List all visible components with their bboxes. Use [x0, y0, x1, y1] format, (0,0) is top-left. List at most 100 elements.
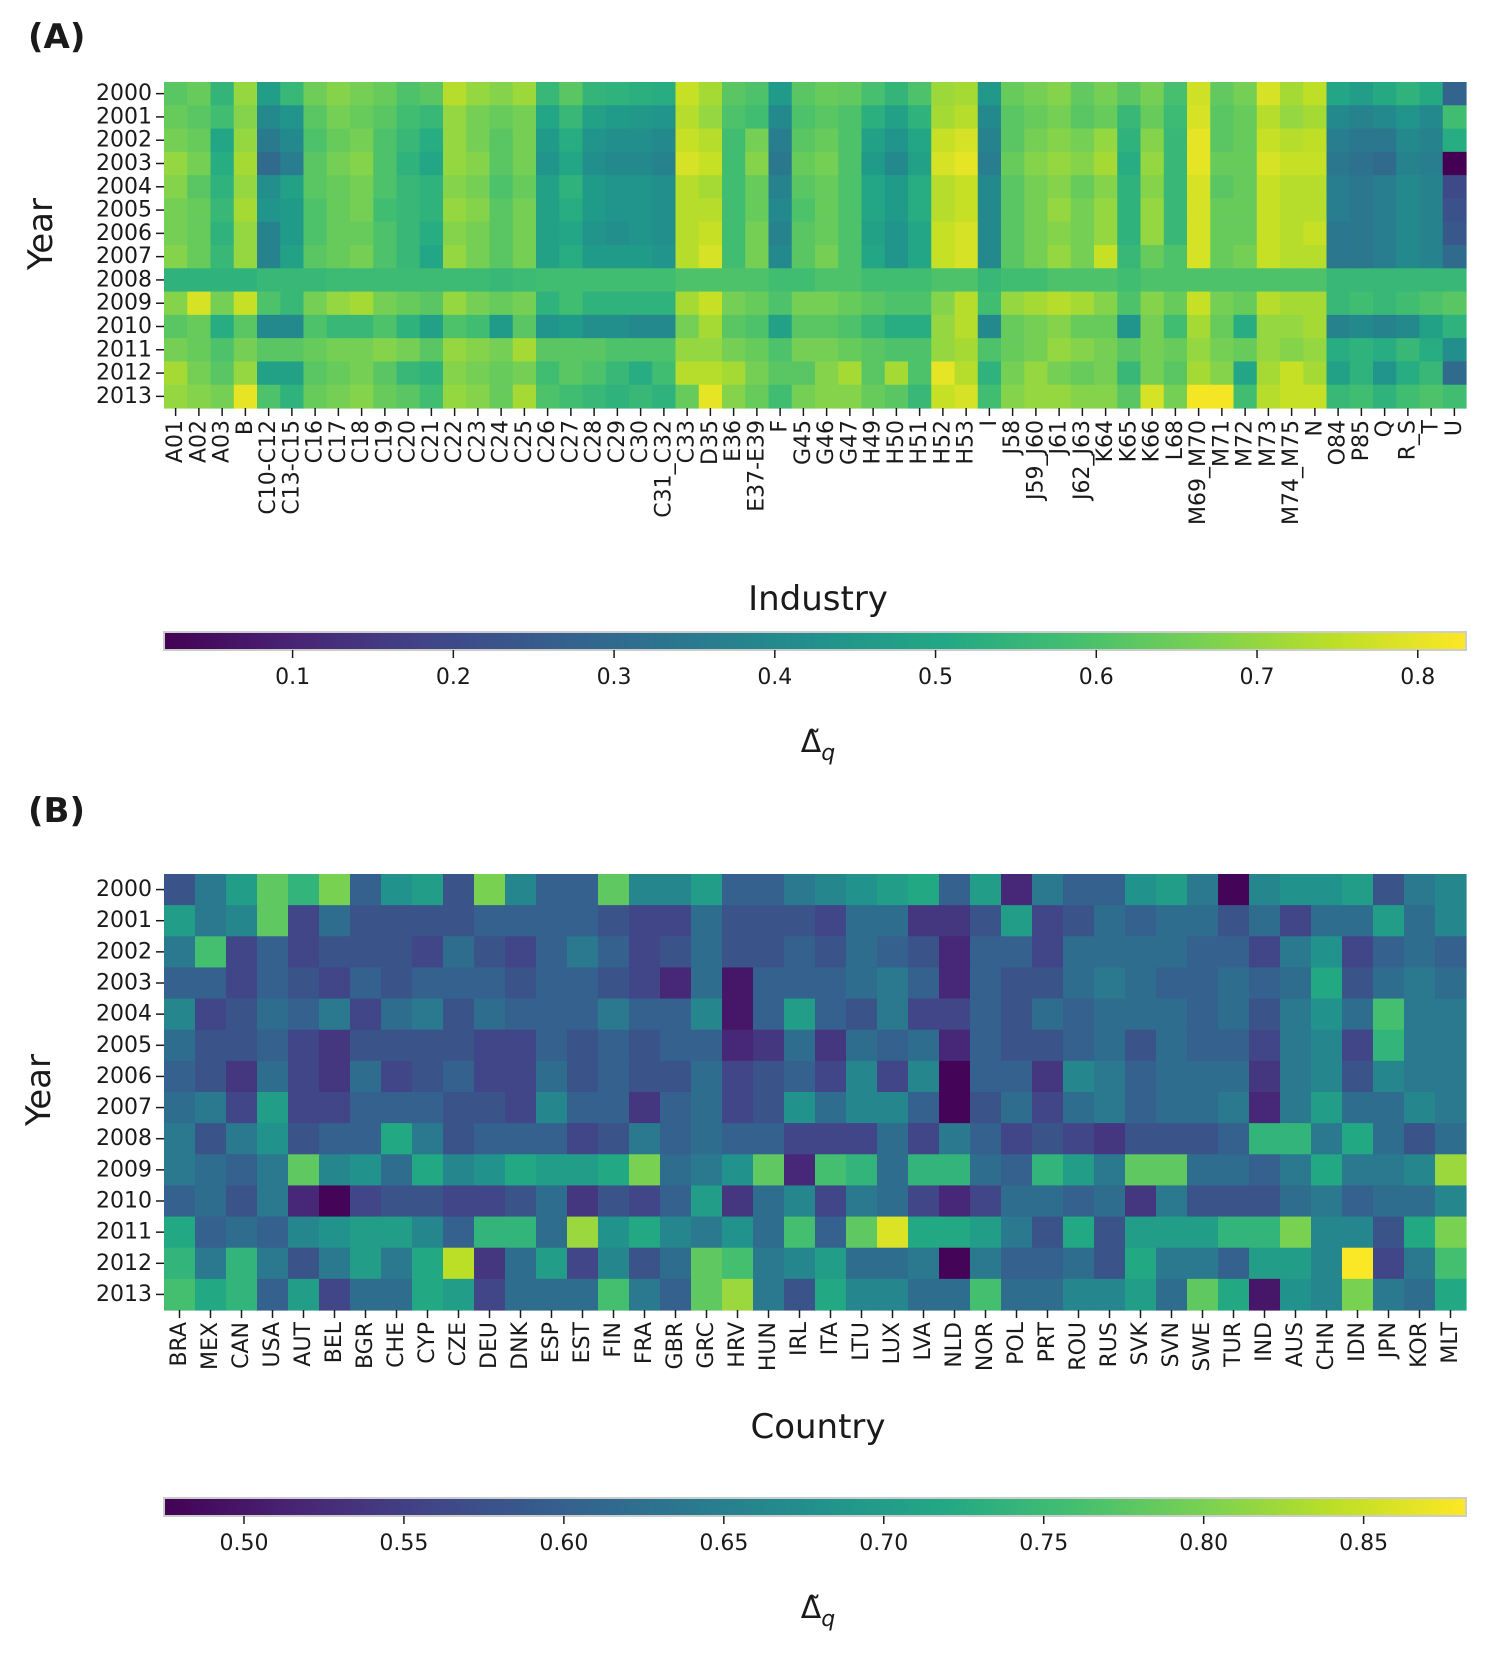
- column-tick-label: B: [233, 420, 258, 435]
- heatmap-cell: [567, 998, 599, 1031]
- heatmap-cell: [1001, 361, 1025, 386]
- heatmap-cell: [1187, 1216, 1219, 1249]
- heatmap-cell: [489, 105, 514, 130]
- heatmap-cell: [675, 128, 700, 153]
- heatmap-cell: [373, 151, 398, 176]
- heatmap-cell: [1404, 1123, 1436, 1155]
- heatmap-cell: [1001, 128, 1025, 153]
- heatmap-cell: [474, 1185, 506, 1218]
- heatmap-cell: [698, 338, 723, 363]
- heatmap-cell: [908, 128, 932, 153]
- heatmap-cell: [691, 1029, 723, 1062]
- heatmap-cell: [815, 175, 839, 200]
- heatmap-cell: [257, 82, 281, 106]
- heatmap-cell: [1233, 175, 1258, 200]
- heatmap-cell: [815, 384, 839, 409]
- heatmap-cell: [280, 268, 305, 293]
- heatmap-cell: [977, 361, 1002, 386]
- column-tick-label: MEX: [198, 1322, 223, 1370]
- heatmap-cell: [745, 268, 770, 293]
- heatmap-cell: [512, 82, 537, 106]
- heatmap-cell: [567, 905, 599, 937]
- heatmap-cell: [931, 268, 956, 293]
- heatmap-cell: [605, 291, 630, 316]
- heatmap-cell: [846, 1123, 878, 1155]
- heatmap-cell: [536, 936, 568, 969]
- heatmap-cell: [1187, 998, 1219, 1031]
- heatmap-cell: [412, 874, 444, 906]
- heatmap-cell: [1218, 1123, 1250, 1155]
- heatmap-cell: [1326, 105, 1351, 130]
- heatmap-cell: [753, 998, 785, 1031]
- heatmap-cell: [1187, 1185, 1219, 1218]
- heatmap-cell: [1024, 82, 1049, 106]
- heatmap-cell: [1140, 361, 1165, 386]
- heatmap-cell: [536, 905, 568, 937]
- heatmap-cell: [443, 1092, 475, 1124]
- heatmap-cell: [443, 245, 467, 269]
- heatmap-cell: [815, 1060, 847, 1093]
- heatmap-cell: [1249, 1029, 1281, 1062]
- heatmap-cell: [1187, 361, 1211, 386]
- heatmap-cell: [443, 82, 467, 106]
- heatmap-cell: [164, 1185, 196, 1218]
- heatmap-cell: [884, 338, 909, 363]
- heatmap-cell: [1047, 221, 1072, 246]
- heatmap-cell: [1396, 384, 1421, 409]
- heatmap-cell: [288, 905, 320, 937]
- heatmap-cell: [722, 105, 746, 130]
- column-tick-label: P85: [1349, 420, 1374, 461]
- heatmap-cell: [1047, 268, 1072, 293]
- heatmap-cell: [350, 105, 374, 130]
- heatmap-cell: [908, 175, 932, 200]
- column-tick-label: K65: [1116, 420, 1141, 462]
- column-tick-label: I: [977, 420, 1002, 427]
- heatmap-cell: [474, 874, 506, 906]
- heatmap-cell: [1001, 384, 1025, 409]
- heatmap-cell: [784, 967, 816, 1000]
- heatmap-cell: [722, 361, 746, 386]
- heatmap-cell: [1280, 175, 1304, 200]
- heatmap-cell: [381, 1185, 413, 1218]
- heatmap-cell: [512, 361, 537, 386]
- heatmap-cell: [605, 105, 630, 130]
- heatmap-cell: [815, 1123, 847, 1155]
- heatmap-cell: [745, 198, 770, 223]
- heatmap-cell: [1156, 1029, 1188, 1062]
- heatmap-cell: [1396, 105, 1421, 130]
- heatmap-cell: [722, 314, 746, 339]
- heatmap-cell: [1094, 1247, 1126, 1280]
- heatmap-cell: [512, 221, 537, 246]
- heatmap-cell: [1280, 221, 1304, 246]
- heatmap-cell: [1218, 998, 1250, 1031]
- heatmap-cell: [350, 1029, 382, 1062]
- heatmap-cell: [660, 874, 692, 906]
- heatmap-cell: [1442, 198, 1467, 223]
- heatmap-cell: [1163, 384, 1188, 409]
- heatmap-cell: [567, 874, 599, 906]
- panel-a-x-axis-title: Industry: [748, 579, 888, 619]
- heatmap-cell: [605, 314, 630, 339]
- heatmap-cell: [412, 967, 444, 1000]
- heatmap-cell: [861, 175, 886, 200]
- heatmap-cell: [210, 82, 235, 106]
- heatmap-cell: [350, 221, 374, 246]
- heatmap-cell: [722, 151, 746, 176]
- heatmap-cell: [567, 1092, 599, 1124]
- panel-a-cells: [164, 82, 1467, 409]
- heatmap-cell: [1280, 1092, 1312, 1124]
- heatmap-cell: [877, 1060, 909, 1093]
- column-tick-label: TUR: [1221, 1322, 1246, 1368]
- column-tick-label: C23: [465, 420, 490, 463]
- heatmap-cell: [753, 874, 785, 906]
- heatmap-cell: [474, 1060, 506, 1093]
- heatmap-cell: [745, 175, 770, 200]
- heatmap-cell: [412, 1029, 444, 1062]
- heatmap-cell: [466, 361, 491, 386]
- heatmap-cell: [660, 1216, 692, 1249]
- heatmap-cell: [195, 1092, 227, 1124]
- column-tick-label: RUS: [1097, 1322, 1122, 1367]
- heatmap-cell: [1187, 1029, 1219, 1062]
- heatmap-cell: [419, 361, 444, 386]
- column-tick-label: E37-E39: [744, 420, 769, 512]
